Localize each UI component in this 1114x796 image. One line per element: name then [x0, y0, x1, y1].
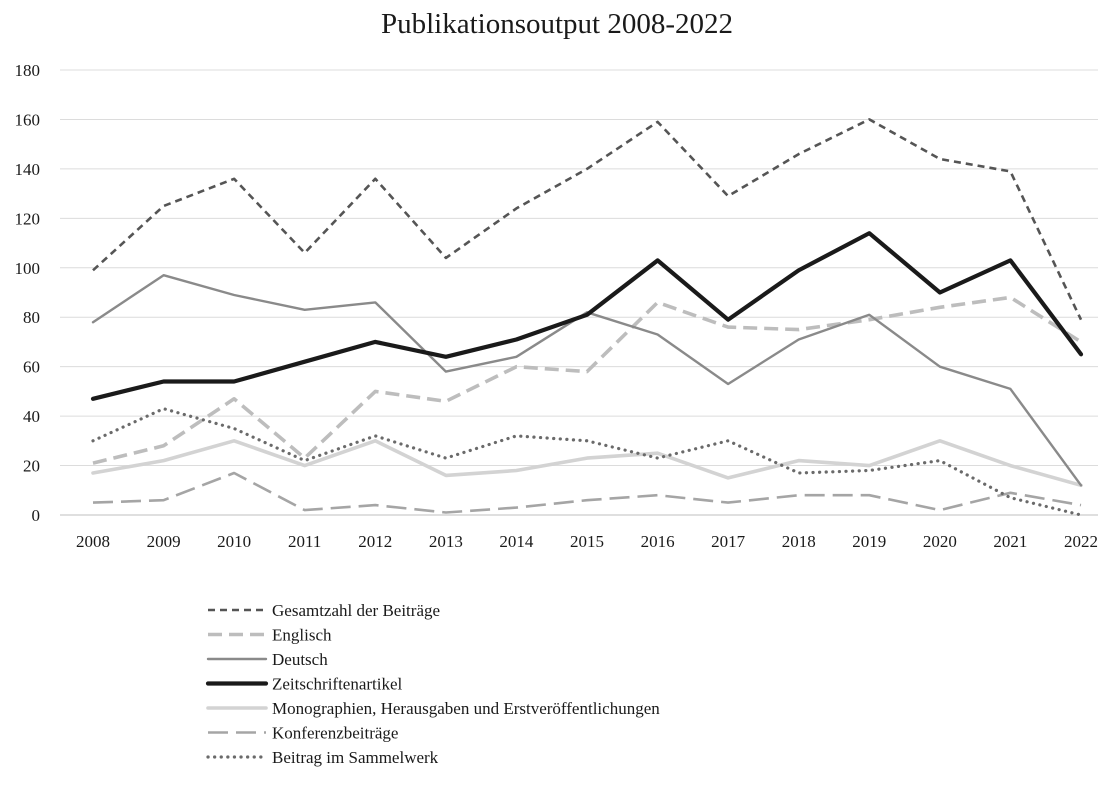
x-tick-label: 2021: [993, 532, 1027, 551]
legend-label-0: Gesamtzahl der Beiträge: [272, 601, 440, 620]
series-line-3: [90, 231, 1084, 401]
gridlines: [60, 69, 1098, 516]
series-line-1: [92, 295, 1082, 465]
x-tick-label: 2013: [429, 532, 463, 551]
data-series: [90, 118, 1084, 517]
series-line-4: [91, 438, 1083, 488]
x-axis-tick-labels: 2008 2009 2010 2011 2012 2013 2014 2015 2016 2017…: [76, 532, 1098, 551]
x-tick-label: 2018: [782, 532, 816, 551]
x-tick-label: 2014: [499, 532, 534, 551]
y-tick-label: 80: [23, 308, 40, 327]
y-tick-label: 160: [15, 110, 41, 129]
y-tick-label: 0: [32, 506, 41, 525]
y-tick-label: 140: [15, 160, 41, 179]
x-tick-label: 2011: [288, 532, 321, 551]
legend-label-1: Englisch: [272, 626, 332, 645]
legend-label-4: Monographien, Herausgaben und Erstveröff…: [272, 699, 660, 718]
y-tick-label: 20: [23, 457, 40, 476]
x-tick-label: 2008: [76, 532, 110, 551]
legend-label-2: Deutsch: [272, 650, 328, 669]
series-line-6: [91, 407, 1083, 517]
y-tick-label: 60: [23, 358, 40, 377]
legend: Gesamtzahl der Beiträge Englisch Deutsch Ze…: [205, 601, 660, 767]
x-tick-label: 2009: [147, 532, 181, 551]
series-line-5: [92, 471, 1082, 514]
x-tick-label: 2016: [641, 532, 675, 551]
legend-label-5: Konferenzbeiträge: [272, 724, 398, 743]
x-tick-label: 2019: [852, 532, 886, 551]
x-tick-label: 2022: [1064, 532, 1098, 551]
series-line-0: [92, 118, 1083, 321]
legend-label-3: Zeitschriftenartikel: [272, 675, 403, 694]
x-tick-label: 2012: [358, 532, 392, 551]
y-tick-label: 180: [15, 61, 41, 80]
y-axis-tick-labels: 0 20 40 60 80 100 120 140 160 180: [15, 61, 41, 525]
x-tick-label: 2015: [570, 532, 604, 551]
y-tick-label: 100: [15, 259, 41, 278]
x-tick-label: 2010: [217, 532, 251, 551]
x-tick-label: 2020: [923, 532, 957, 551]
legend-label-6: Beitrag im Sammelwerk: [272, 748, 439, 767]
x-tick-label: 2017: [711, 532, 746, 551]
chart-title: Publikationsoutput 2008-2022: [380, 8, 734, 40]
y-tick-label: 120: [15, 209, 41, 228]
y-tick-label: 40: [23, 407, 40, 426]
